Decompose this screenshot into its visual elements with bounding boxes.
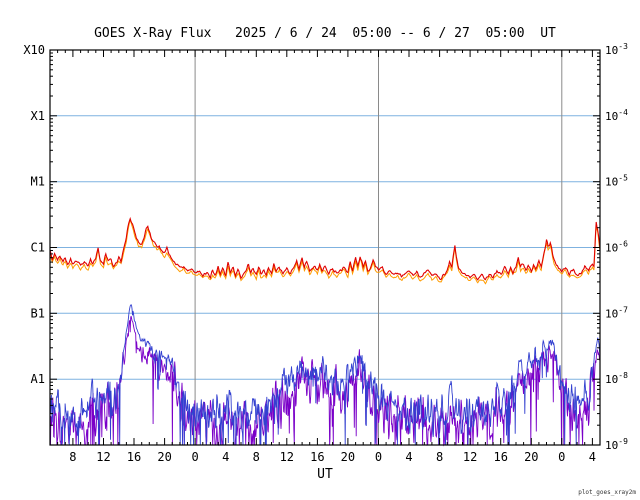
x-tick-label: 20 [341, 450, 355, 464]
x-tick-label: 8 [436, 450, 443, 464]
y-axis-left-label: C1 [31, 241, 45, 255]
series-long-wave-secondary [49, 218, 601, 285]
x-tick-label: 12 [280, 450, 294, 464]
x-tick-label: 20 [157, 450, 171, 464]
x-tick-label: 16 [493, 450, 507, 464]
y-axis-right-label: 10-6 [605, 240, 628, 255]
plot-caption: plot_goes_xray2m [578, 489, 636, 496]
x-tick-label: 0 [375, 450, 382, 464]
x-axis-label: UT [317, 467, 333, 482]
series-short-wave-primary [49, 303, 601, 446]
x-tick-label: 16 [310, 450, 324, 464]
x-tick-label: 0 [558, 450, 565, 464]
x-tick-label: 12 [96, 450, 110, 464]
y-axis-left-label: X10 [23, 43, 45, 57]
x-tick-label: 20 [524, 450, 538, 464]
y-axis-left-label: X1 [31, 109, 45, 123]
x-tick-label: 12 [463, 450, 477, 464]
y-axis-right-label: 10-3 [605, 42, 628, 57]
y-axis-right-label: 10-8 [605, 371, 628, 386]
y-axis-left-label: M1 [31, 175, 45, 189]
y-axis-right-label: 10-5 [605, 174, 628, 189]
x-tick-label: 8 [69, 450, 76, 464]
x-tick-label: 4 [405, 450, 412, 464]
series-long-wave-primary [49, 216, 601, 281]
y-axis-right-label: 10-9 [605, 437, 628, 452]
y-axis-right-label: 10-4 [605, 108, 628, 123]
y-axis-left-label: B1 [31, 306, 45, 320]
y-axis-right-label: 10-7 [605, 305, 628, 320]
x-tick-label: 16 [127, 450, 141, 464]
x-tick-label: 0 [191, 450, 198, 464]
y-axis-left-label: A1 [31, 372, 45, 386]
x-tick-label: 8 [253, 450, 260, 464]
x-tick-label: 4 [589, 450, 596, 464]
x-tick-label: 4 [222, 450, 229, 464]
chart-title: GOES X-Ray Flux 2025 / 6 / 24 05:00 -- 6… [94, 26, 556, 41]
